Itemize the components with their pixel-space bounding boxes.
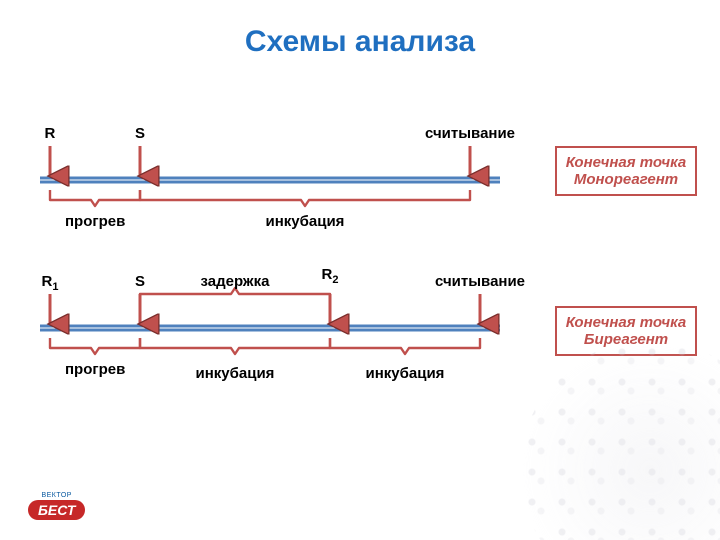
bracket-label-zaderzhka: задержка xyxy=(201,273,270,290)
bracket-label-progrev: прогрев xyxy=(65,361,125,378)
arrow-label-R: R xyxy=(45,125,56,142)
bracket-label-inkub2: инкубация xyxy=(366,365,445,382)
bracket-label-progrev: прогрев xyxy=(65,213,125,230)
box-mono: Конечная точка Монореагент xyxy=(555,146,697,196)
arrow-label-R2: R2 xyxy=(322,266,339,286)
box-bi-line2: Биреагент xyxy=(584,331,668,348)
arrow-label-read: считывание xyxy=(425,125,515,142)
logo: ВЕКТОР БЕСТ xyxy=(28,492,85,520)
arrow-label-R1: R1 xyxy=(42,273,59,293)
box-mono-line1: Конечная точка xyxy=(566,154,686,171)
logo-small-text: ВЕКТОР xyxy=(41,492,72,499)
diagram-svg xyxy=(0,0,720,540)
arrow-label-S: S xyxy=(135,125,145,142)
bracket-label-inkub: инкубация xyxy=(266,213,345,230)
box-mono-line2: Монореагент xyxy=(574,171,678,188)
slide-root: Схемы анализа RSсчитываниепрогревинкубац… xyxy=(0,0,720,540)
logo-big-text: БЕСТ xyxy=(28,500,85,520)
arrow-label-read: считывание xyxy=(435,273,525,290)
bracket-label-inkub1: инкубация xyxy=(196,365,275,382)
box-bi-line1: Конечная точка xyxy=(566,314,686,331)
box-bi: Конечная точка Биреагент xyxy=(555,306,697,356)
arrow-label-S: S xyxy=(135,273,145,290)
